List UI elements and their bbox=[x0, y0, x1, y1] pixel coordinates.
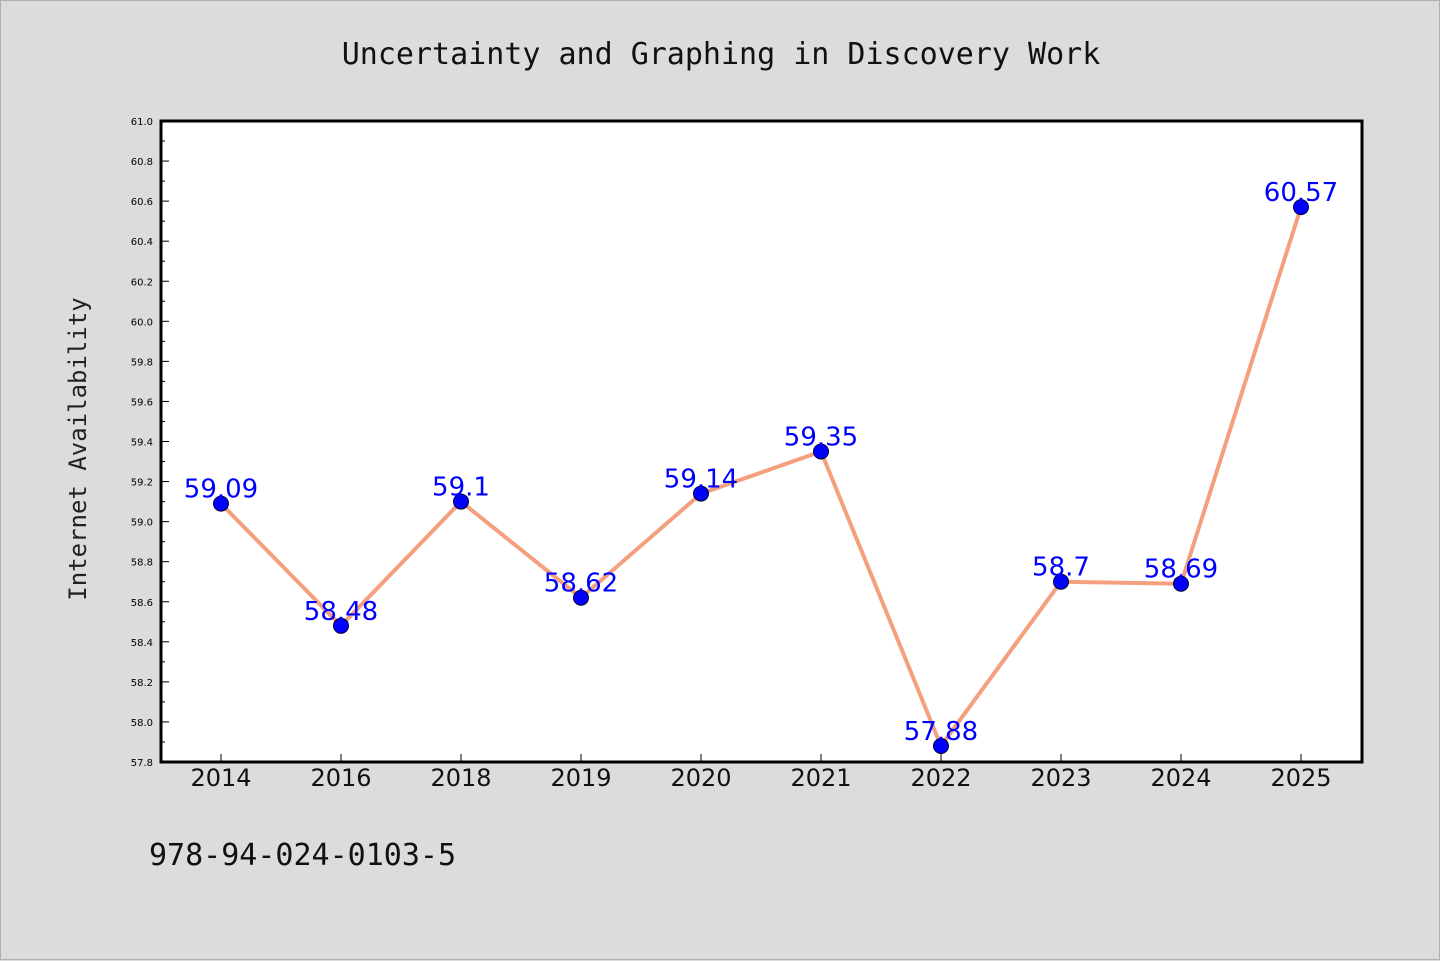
y-tick-label: 59.0 bbox=[131, 518, 153, 529]
data-label: 59.09 bbox=[184, 475, 258, 505]
y-tick-label: 60.6 bbox=[131, 197, 153, 208]
y-tick-label: 59.2 bbox=[131, 478, 153, 489]
data-point bbox=[333, 617, 349, 634]
data-point bbox=[933, 737, 949, 754]
y-tick-label: 60.4 bbox=[131, 237, 153, 248]
y-axis-label: Internet Availability bbox=[64, 297, 92, 600]
isbn-text: 978-94-024-0103-5 bbox=[149, 838, 456, 873]
data-label: 58.48 bbox=[304, 597, 378, 627]
data-label: 59.14 bbox=[664, 465, 738, 495]
data-point bbox=[1053, 573, 1069, 590]
data-point bbox=[573, 589, 589, 606]
y-tick-label: 60.8 bbox=[131, 157, 153, 168]
data-label: 59.1 bbox=[432, 473, 490, 503]
y-tick-label: 59.8 bbox=[131, 357, 153, 368]
x-tick-label: 2016 bbox=[310, 764, 371, 792]
series-line bbox=[219, 205, 1303, 748]
y-tick-label: 58.2 bbox=[131, 678, 153, 689]
data-label: 58.7 bbox=[1032, 553, 1090, 583]
y-tick-label: 61.0 bbox=[131, 117, 153, 128]
y-tick-label: 59.6 bbox=[131, 397, 153, 408]
data-point bbox=[1173, 575, 1189, 592]
data-point bbox=[693, 485, 709, 502]
x-tick-label: 2014 bbox=[190, 764, 251, 792]
data-markers bbox=[213, 199, 1309, 754]
y-tick-label: 58.6 bbox=[131, 598, 153, 609]
data-label: 59.35 bbox=[784, 423, 858, 453]
x-tick-label: 2020 bbox=[670, 764, 731, 792]
y-tick-label: 58.8 bbox=[131, 558, 153, 569]
series-line-path bbox=[219, 205, 1303, 748]
data-point bbox=[453, 493, 469, 510]
x-tick-label: 2024 bbox=[1150, 764, 1211, 792]
x-tick-label: 2022 bbox=[910, 764, 971, 792]
plot-area bbox=[159, 119, 1364, 764]
x-tick-label: 2021 bbox=[790, 764, 851, 792]
x-axis: 2014 2016 2018 2019 2020 2021 2022 2023 2024 2025 bbox=[190, 754, 1332, 792]
y-tick-label: 57.8 bbox=[131, 758, 153, 769]
data-point bbox=[813, 443, 829, 460]
x-tick-label: 2019 bbox=[550, 764, 611, 792]
chart-title: Uncertainty and Graphing in Discovery Wo… bbox=[342, 37, 1101, 72]
y-tick-label: 60.2 bbox=[131, 277, 153, 288]
y-tick-label: 60.0 bbox=[131, 317, 153, 328]
data-point bbox=[213, 495, 229, 512]
y-tick-label: 58.0 bbox=[131, 718, 153, 729]
data-point bbox=[1293, 199, 1309, 216]
x-tick-label: 2018 bbox=[430, 764, 491, 792]
x-tick-label: 2025 bbox=[1270, 764, 1331, 792]
x-tick-label: 2023 bbox=[1030, 764, 1091, 792]
data-label: 58.69 bbox=[1144, 555, 1218, 585]
data-labels: 59.09 58.48 59.1 58.62 59.14 59.35 57.88 58.7 58… bbox=[184, 178, 1338, 747]
y-tick-label: 59.4 bbox=[131, 438, 153, 449]
data-label: 57.88 bbox=[904, 717, 978, 747]
y-axis: 57.8 58.0 58.2 58.4 58.6 58.8 59.0 59.2 59.4 59.6… bbox=[131, 117, 169, 769]
y-tick-label: 58.4 bbox=[131, 638, 153, 649]
data-label: 58.62 bbox=[544, 569, 618, 599]
data-label: 60.57 bbox=[1264, 178, 1338, 208]
